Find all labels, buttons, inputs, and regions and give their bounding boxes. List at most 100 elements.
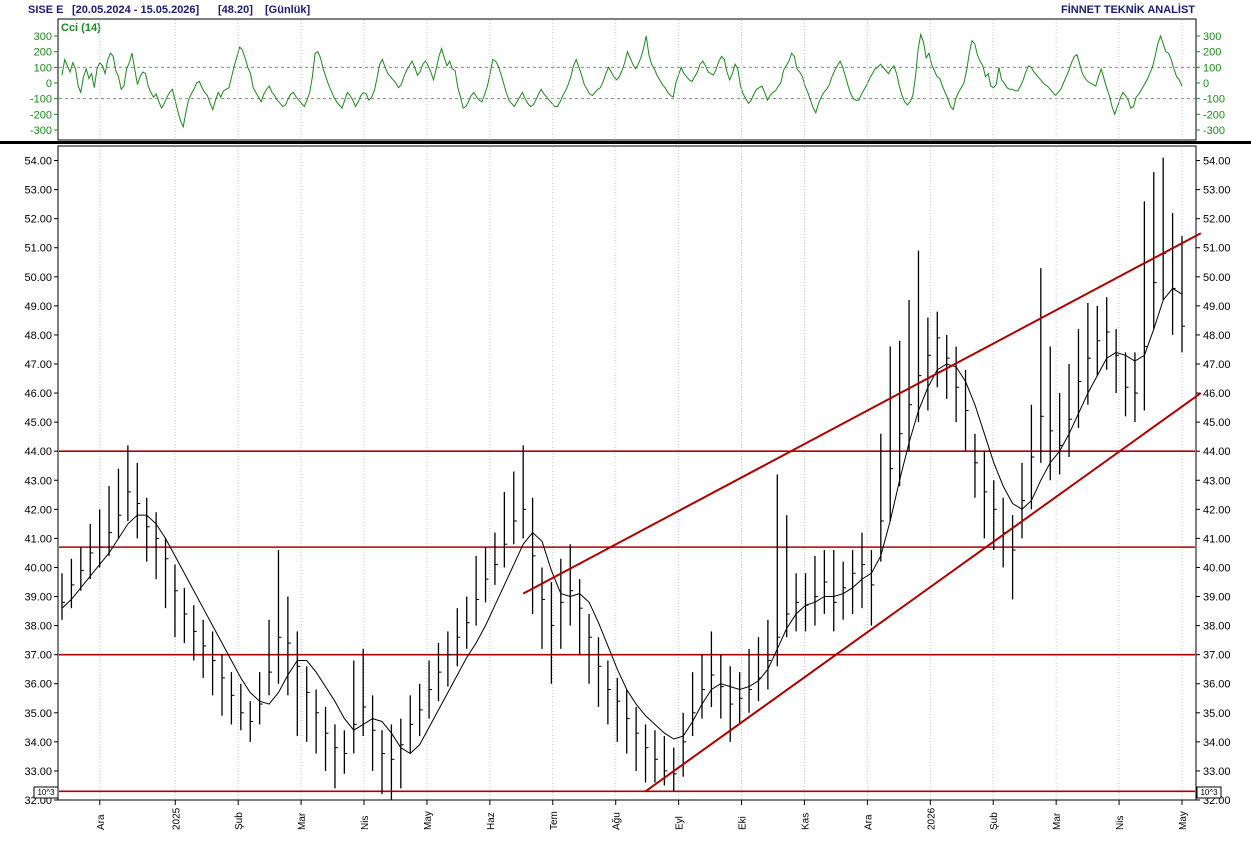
cci-tick-label-left: 300 — [34, 31, 52, 43]
panel-separator — [0, 141, 1251, 144]
price-tick-label-left: 46.00 — [24, 388, 52, 400]
price-tick-label-right: 47.00 — [1203, 359, 1231, 371]
trend-channel — [522, 232, 1202, 793]
time-tick-label: May — [423, 811, 434, 830]
price-tick-label-left: 33.00 — [24, 766, 52, 778]
price-tick-label-right: 48.00 — [1203, 330, 1231, 342]
price-tick-label-left: 41.00 — [24, 533, 52, 545]
price-tick-label-right: 35.00 — [1203, 708, 1231, 720]
cci-tick-label-right: 0 — [1203, 78, 1209, 90]
header-brand: FİNNET TEKNİK ANALİST — [1061, 3, 1195, 16]
price-tick-label-left: 34.00 — [24, 737, 52, 749]
header-range: [20.05.2024 - 15.05.2026] — [72, 4, 200, 16]
header-symbol: SISE E — [28, 4, 63, 16]
time-tick-label: Kas — [800, 813, 811, 830]
cci-tick-label-right: -200 — [1203, 109, 1225, 121]
time-tick-label: Haz — [486, 812, 497, 830]
cci-tick-label-left: 100 — [34, 62, 52, 74]
price-axis-left: 54.00 53.00 52.00 51.00 50.00 49.00 48.00 47.00… — [24, 156, 58, 807]
price-tick-label-left: 51.00 — [24, 243, 52, 255]
cci-series-line — [61, 32, 1183, 129]
price-tick-label-right: 42.00 — [1203, 504, 1231, 516]
cci-axis-right: 300 200 100 0 -100 -200 -300 — [1196, 31, 1225, 137]
header-period: [Günlük] — [265, 4, 311, 16]
price-tick-label-left: 49.00 — [24, 301, 52, 313]
price-tick-label-right: 44.00 — [1203, 446, 1231, 458]
time-axis: Ara 2025 Şub Mar Nis May Haz Tem Ağu Eyl Eki Kas Ara… — [96, 800, 1189, 830]
time-tick-label: Ağu — [612, 812, 623, 830]
price-tick-label-left: 50.00 — [24, 272, 52, 284]
cci-tick-label-right: -300 — [1203, 125, 1225, 137]
time-tick-label: Ara — [863, 814, 874, 830]
time-tick-label: Nis — [1115, 816, 1126, 830]
price-tick-label-right: 34.00 — [1203, 737, 1231, 749]
price-tick-label-left: 45.00 — [24, 417, 52, 429]
price-panel: 54.00 53.00 52.00 51.00 50.00 49.00 48.00 47.00… — [24, 20, 1231, 807]
cci-tick-label-left: 0 — [46, 78, 52, 90]
time-tick-label: Mar — [1052, 812, 1063, 830]
scale-badge-left: 10^3 — [33, 786, 59, 799]
vertical-gridlines — [99, 20, 1183, 799]
scale-badge-right-text: 10^3 — [1200, 788, 1218, 797]
price-axis-right: 54.00 53.00 52.00 51.00 50.00 49.00 48.00 47.00… — [1196, 156, 1231, 807]
price-tick-label-right: 49.00 — [1203, 301, 1231, 313]
price-tick-label-left: 48.00 — [24, 330, 52, 342]
price-tick-label-left: 39.00 — [24, 592, 52, 604]
price-tick-label-left: 44.00 — [24, 446, 52, 458]
price-tick-label-right: 43.00 — [1203, 475, 1231, 487]
price-tick-label-left: 37.00 — [24, 650, 52, 662]
cci-tick-label-right: -100 — [1203, 94, 1225, 106]
price-tick-label-left: 54.00 — [24, 156, 52, 168]
price-tick-label-left: 38.00 — [24, 621, 52, 633]
time-tick-label: Eki — [738, 816, 749, 830]
price-tick-label-left: 40.00 — [24, 562, 52, 574]
upper-channel-line — [522, 232, 1202, 595]
lower-channel-line — [644, 392, 1202, 793]
cci-tick-label-left: -100 — [30, 94, 52, 106]
scale-badge-left-text: 10^3 — [37, 788, 55, 797]
cci-axis-left: 300 200 100 0 -100 -200 -300 — [30, 31, 58, 137]
cci-tick-label-left: -300 — [30, 125, 52, 137]
price-tick-label-right: 54.00 — [1203, 156, 1231, 168]
price-tick-label-right: 39.00 — [1203, 592, 1231, 604]
price-tick-label-left: 42.00 — [24, 504, 52, 516]
price-tick-label-right: 40.00 — [1203, 562, 1231, 574]
price-tick-label-right: 37.00 — [1203, 650, 1231, 662]
price-tick-label-right: 33.00 — [1203, 766, 1231, 778]
price-tick-label-left: 47.00 — [24, 359, 52, 371]
price-tick-label-right: 53.00 — [1203, 185, 1231, 197]
header: SISE E [20.05.2024 - 15.05.2026] [48.20]… — [28, 3, 1195, 16]
time-tick-label: May — [1178, 811, 1189, 830]
price-tick-label-left: 43.00 — [24, 475, 52, 487]
price-tick-label-right: 36.00 — [1203, 679, 1231, 691]
time-tick-label: Şub — [989, 812, 1000, 830]
cci-tick-label-left: 200 — [34, 47, 52, 59]
cci-label: Cci (14) — [61, 22, 101, 34]
time-tick-label: Şub — [234, 812, 245, 830]
price-tick-label-right: 52.00 — [1203, 214, 1231, 226]
time-tick-label: Nis — [360, 816, 371, 830]
cci-tick-label-right: 300 — [1203, 31, 1221, 43]
time-tick-label: Mar — [297, 812, 308, 830]
time-tick-label: 2025 — [171, 807, 182, 830]
price-tick-label-left: 35.00 — [24, 708, 52, 720]
price-tick-label-right: 41.00 — [1203, 533, 1231, 545]
cci-tick-label-right: 100 — [1203, 62, 1221, 74]
support-resistance-lines — [59, 450, 1195, 793]
cci-tick-label-left: -200 — [30, 109, 52, 121]
price-tick-label-left: 36.00 — [24, 679, 52, 691]
scale-badge-right: 10^3 — [1196, 786, 1222, 799]
price-bars — [61, 157, 1185, 800]
time-tick-label: Ara — [96, 814, 107, 830]
price-tick-label-right: 50.00 — [1203, 272, 1231, 284]
cci-panel: 300 200 100 0 -100 -200 -300 300 200 100 0 -100 -20… — [30, 18, 1225, 141]
time-tick-label: 2026 — [926, 807, 937, 830]
price-tick-label-right: 38.00 — [1203, 621, 1231, 633]
time-tick-label: Tem — [549, 811, 560, 830]
cci-tick-label-right: 200 — [1203, 47, 1221, 59]
price-tick-label-right: 51.00 — [1203, 243, 1231, 255]
price-tick-label-right: 45.00 — [1203, 417, 1231, 429]
price-tick-label-left: 53.00 — [24, 185, 52, 197]
time-tick-label: Eyl — [675, 816, 686, 830]
